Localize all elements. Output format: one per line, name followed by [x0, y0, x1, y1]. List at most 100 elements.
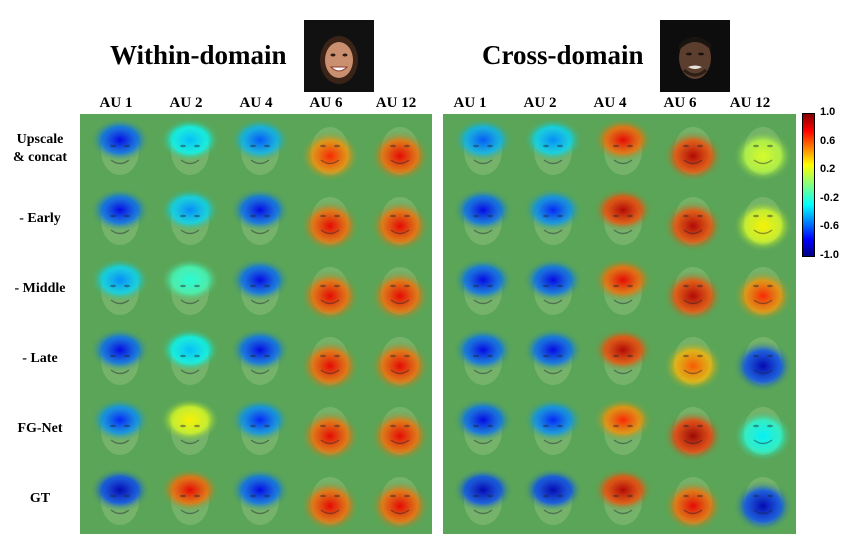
- within-col-header: AU 4: [239, 95, 273, 111]
- within-heatmap-cell: [87, 326, 153, 392]
- activation-blob: [453, 258, 513, 302]
- activation-blob: [593, 118, 653, 162]
- activation-blob: [733, 410, 793, 462]
- activation-blob: [160, 118, 220, 162]
- within-domain-title: Within-domain: [110, 40, 287, 70]
- cross-heatmap-cell: [590, 326, 656, 392]
- activation-blob: [160, 188, 220, 232]
- within-heatmap-cell: [227, 186, 293, 252]
- row-label-line1: Upscale: [16, 132, 64, 147]
- activation-blob: [663, 130, 723, 182]
- within-heatmap-cell: [87, 116, 153, 182]
- activation-blob: [370, 340, 430, 392]
- within-col-header: AU 2: [169, 95, 203, 111]
- cross-domain-title: Cross-domain: [482, 40, 644, 70]
- row-label: GT: [2, 490, 78, 508]
- row-label: Upscale & concat: [2, 131, 78, 167]
- activation-blob: [160, 468, 220, 512]
- cross-domain-face-photo: [660, 20, 730, 92]
- activation-blob: [300, 480, 360, 532]
- activation-blob: [593, 468, 653, 512]
- colorbar: [802, 113, 815, 257]
- activation-blob: [593, 188, 653, 232]
- activation-blob: [370, 130, 430, 182]
- cross-heatmap-cell: [730, 116, 796, 182]
- activation-blob: [160, 398, 220, 442]
- cross-heatmap-cell: [520, 396, 586, 462]
- activation-blob: [523, 118, 583, 162]
- activation-blob: [663, 480, 723, 532]
- activation-blob: [593, 258, 653, 302]
- activation-blob: [370, 480, 430, 532]
- cross-heatmap-cell: [450, 116, 516, 182]
- within-heatmap-cell: [157, 396, 223, 462]
- activation-blob: [523, 468, 583, 512]
- activation-blob: [90, 398, 150, 442]
- within-heatmap-cell: [367, 186, 433, 252]
- cross-heatmap-cell: [450, 256, 516, 322]
- within-domain-face-photo: [304, 20, 374, 92]
- within-col-header: AU 6: [309, 95, 343, 111]
- colorbar-tick-label: -1.0: [820, 249, 839, 261]
- activation-blob: [300, 270, 360, 322]
- cross-heatmap-cell: [730, 186, 796, 252]
- activation-blob: [663, 340, 723, 392]
- activation-blob: [160, 328, 220, 372]
- within-heatmap-cell: [367, 256, 433, 322]
- activation-blob: [733, 340, 793, 392]
- cross-heatmap-cell: [590, 396, 656, 462]
- cross-col-header: AU 1: [453, 95, 487, 111]
- cross-heatmap-cell: [590, 186, 656, 252]
- within-heatmap-cell: [297, 186, 363, 252]
- activation-blob: [300, 200, 360, 252]
- activation-blob: [453, 188, 513, 232]
- activation-blob: [230, 468, 290, 512]
- cross-heatmap-cell: [660, 466, 726, 532]
- colorbar-tick-label: 0.2: [820, 163, 836, 176]
- activation-blob: [523, 328, 583, 372]
- activation-blob: [300, 410, 360, 462]
- within-heatmap-cell: [297, 326, 363, 392]
- within-heatmap-cell: [87, 256, 153, 322]
- activation-blob: [370, 270, 430, 322]
- activation-blob: [370, 410, 430, 462]
- activation-blob: [300, 340, 360, 392]
- within-heatmap-cell: [157, 326, 223, 392]
- activation-blob: [230, 328, 290, 372]
- within-heatmap-cell: [227, 116, 293, 182]
- within-heatmap-cell: [87, 396, 153, 462]
- within-domain-panel: [80, 114, 432, 534]
- activation-blob: [90, 258, 150, 302]
- within-heatmap-cell: [367, 396, 433, 462]
- within-heatmap-cell: [227, 326, 293, 392]
- cross-heatmap-cell: [590, 466, 656, 532]
- within-heatmap-cell: [227, 466, 293, 532]
- within-heatmap-cell: [297, 116, 363, 182]
- within-heatmap-cell: [157, 466, 223, 532]
- cross-col-header: AU 6: [663, 95, 697, 111]
- cross-heatmap-cell: [660, 116, 726, 182]
- colorbar-tick-label: 0.6: [820, 134, 836, 147]
- within-col-header: AU 12: [375, 95, 417, 111]
- cross-col-header: AU 12: [729, 95, 771, 111]
- activation-blob: [230, 398, 290, 442]
- activation-blob: [230, 188, 290, 232]
- cross-heatmap-cell: [590, 256, 656, 322]
- cross-heatmap-cell: [730, 256, 796, 322]
- within-heatmap-cell: [227, 256, 293, 322]
- activation-blob: [230, 258, 290, 302]
- activation-blob: [90, 328, 150, 372]
- activation-blob: [733, 130, 793, 182]
- activation-blob: [663, 270, 723, 322]
- cross-heatmap-cell: [590, 116, 656, 182]
- activation-blob: [663, 410, 723, 462]
- activation-blob: [593, 398, 653, 442]
- activation-blob: [663, 200, 723, 252]
- cross-heatmap-cell: [660, 256, 726, 322]
- within-col-header: AU 1: [99, 95, 133, 111]
- activation-blob: [90, 188, 150, 232]
- activation-blob: [523, 398, 583, 442]
- activation-blob: [593, 328, 653, 372]
- row-label-line1: - Late: [22, 351, 58, 366]
- activation-blob: [90, 118, 150, 162]
